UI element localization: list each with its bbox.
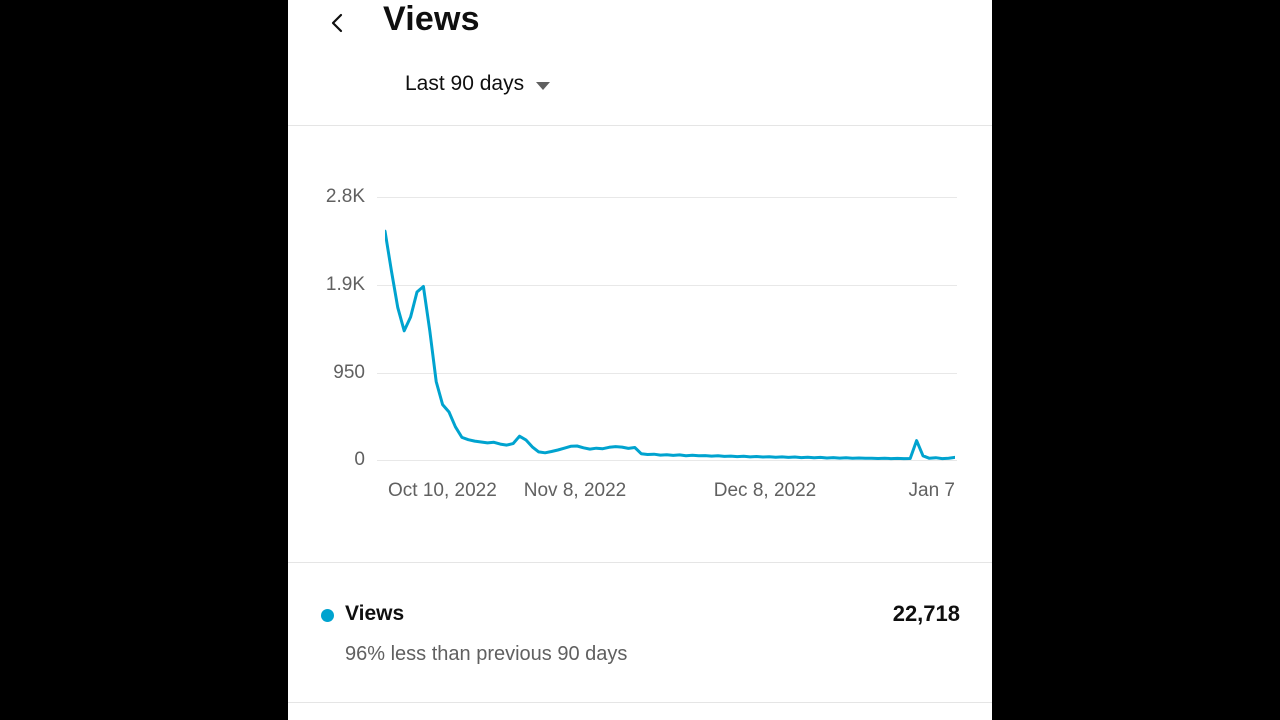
header-divider (288, 125, 992, 126)
chevron-left-icon (326, 11, 350, 38)
views-series-line (385, 229, 955, 461)
gridline-0 (377, 460, 957, 461)
gridline-950 (377, 373, 957, 374)
analytics-panel: Views Last 90 days 2.8K 1.9K 950 0 Oct 1… (288, 0, 992, 720)
date-range-selector[interactable]: Last 90 days (405, 72, 551, 96)
x-axis-tick: Nov 8, 2022 (523, 480, 627, 501)
gridline-2800 (377, 197, 957, 198)
metric-summary-row: Views 22,718 (288, 598, 992, 632)
summary-divider (288, 562, 992, 563)
y-axis-tick: 2.8K (325, 186, 365, 207)
comparison-text: 96% less than previous 90 days (345, 643, 628, 665)
page-title: Views (383, 0, 480, 38)
views-legend-dot (321, 609, 334, 622)
x-axis-tick: Oct 10, 2022 (388, 480, 497, 501)
views-chart: 2.8K 1.9K 950 0 Oct 10, 2022 Nov 8, 2022… (288, 126, 992, 562)
metric-label: Views (345, 602, 405, 625)
y-axis-tick: 950 (333, 362, 365, 383)
back-button[interactable] (322, 8, 354, 40)
y-axis-tick: 1.9K (325, 274, 365, 295)
views-line-plot[interactable] (385, 190, 955, 465)
y-axis-tick: 0 (354, 449, 365, 470)
gridline-1900 (377, 285, 957, 286)
x-axis-tick: Jan 7 (908, 480, 955, 501)
caret-down-icon (536, 81, 551, 90)
x-axis-tick: Dec 8, 2022 (713, 480, 817, 501)
bottom-divider (288, 702, 992, 703)
metric-value: 22,718 (892, 601, 960, 626)
date-range-label: Last 90 days (405, 72, 525, 95)
